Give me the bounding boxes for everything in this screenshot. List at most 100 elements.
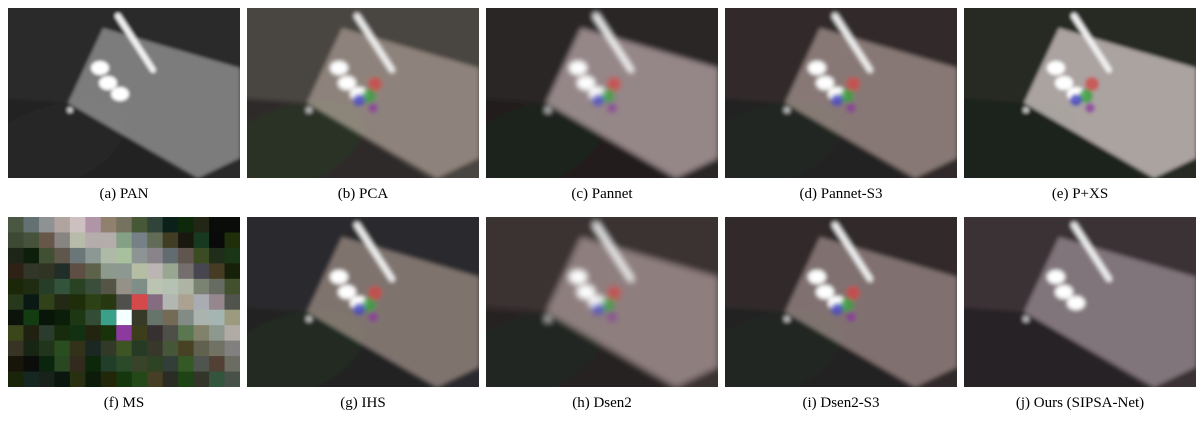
pixel	[225, 294, 240, 310]
pixel	[39, 248, 55, 264]
pixel	[147, 279, 163, 295]
caption: (f) MS	[8, 395, 240, 412]
scene	[964, 217, 1196, 387]
pixel	[225, 279, 240, 295]
pixel	[8, 232, 24, 248]
pixel	[147, 325, 163, 341]
building	[99, 76, 117, 90]
color-blob	[1070, 94, 1082, 106]
pixel	[225, 248, 240, 264]
pixel	[23, 325, 39, 341]
dot	[784, 316, 790, 322]
scene	[247, 217, 479, 387]
pixel	[8, 279, 24, 295]
pixel	[194, 263, 210, 279]
scene	[725, 8, 957, 178]
building	[91, 61, 109, 75]
pixel	[132, 294, 147, 309]
dot	[306, 107, 312, 113]
scene	[725, 217, 957, 387]
pixel	[23, 279, 39, 295]
pixel	[70, 341, 86, 357]
color-blob	[592, 94, 604, 106]
pixel	[39, 310, 55, 326]
pixel	[163, 294, 179, 310]
pixel	[163, 341, 179, 357]
pixel	[85, 232, 101, 248]
pixel	[147, 372, 163, 387]
building	[338, 285, 356, 299]
color-blob	[846, 77, 860, 91]
pixel	[116, 310, 131, 325]
pixel	[163, 248, 179, 264]
pixel	[101, 294, 117, 310]
pixel	[209, 248, 225, 264]
pixel	[116, 232, 132, 248]
panel: (j) Ours (SIPSA-Net)	[964, 217, 1196, 412]
pixel	[147, 356, 163, 372]
pixel	[54, 232, 70, 248]
dot	[1023, 316, 1029, 322]
building	[1055, 76, 1073, 90]
pixel	[23, 310, 39, 326]
pixel	[209, 217, 225, 233]
panel: (f) MS	[8, 217, 240, 412]
pixel	[116, 356, 132, 372]
pixel	[85, 294, 101, 310]
pixel	[163, 232, 179, 248]
pixel	[209, 356, 225, 372]
panel-image	[964, 217, 1196, 387]
scene	[486, 217, 718, 387]
pixel	[116, 217, 132, 233]
panel: (h) Dsen2	[486, 217, 718, 412]
color-blob	[831, 94, 843, 106]
building	[808, 270, 826, 284]
color-blob	[368, 103, 378, 113]
panel: (e) P+XS	[964, 8, 1196, 203]
pixel	[70, 325, 86, 341]
pixel	[8, 217, 24, 233]
panel-image	[8, 217, 240, 387]
scene	[8, 8, 240, 178]
pixel	[23, 263, 39, 279]
pixel	[132, 341, 148, 357]
pixel	[39, 372, 55, 387]
pixel	[132, 310, 148, 326]
panel: (b) PCA	[247, 8, 479, 203]
caption: (j) Ours (SIPSA-Net)	[964, 395, 1196, 412]
pixel	[163, 217, 179, 233]
pixel	[101, 263, 117, 279]
pixel	[178, 232, 194, 248]
pixel	[39, 263, 55, 279]
color-blob	[846, 103, 856, 113]
pixel	[101, 372, 117, 387]
color-blob	[607, 103, 617, 113]
pixel	[132, 217, 148, 233]
pixel	[8, 263, 24, 279]
dot	[67, 107, 73, 113]
panel-image	[247, 8, 479, 178]
pixel	[194, 325, 210, 341]
pixel	[194, 248, 210, 264]
pixel	[132, 232, 148, 248]
building	[569, 270, 587, 284]
pixel	[70, 279, 86, 295]
pixel	[85, 341, 101, 357]
building	[816, 285, 834, 299]
pixel	[54, 341, 70, 357]
pixel	[194, 372, 210, 387]
pixel	[8, 325, 24, 341]
pixel	[147, 248, 163, 264]
pixel	[132, 325, 148, 341]
pixel	[39, 341, 55, 357]
pixel	[225, 217, 240, 233]
building	[1047, 270, 1065, 284]
pixel	[178, 263, 194, 279]
color-blob	[592, 303, 604, 315]
pixel	[178, 341, 194, 357]
color-blob	[368, 77, 382, 91]
pixel	[23, 248, 39, 264]
pixel	[209, 310, 225, 326]
caption: (c) Pannet	[486, 186, 718, 203]
color-blob	[831, 303, 843, 315]
